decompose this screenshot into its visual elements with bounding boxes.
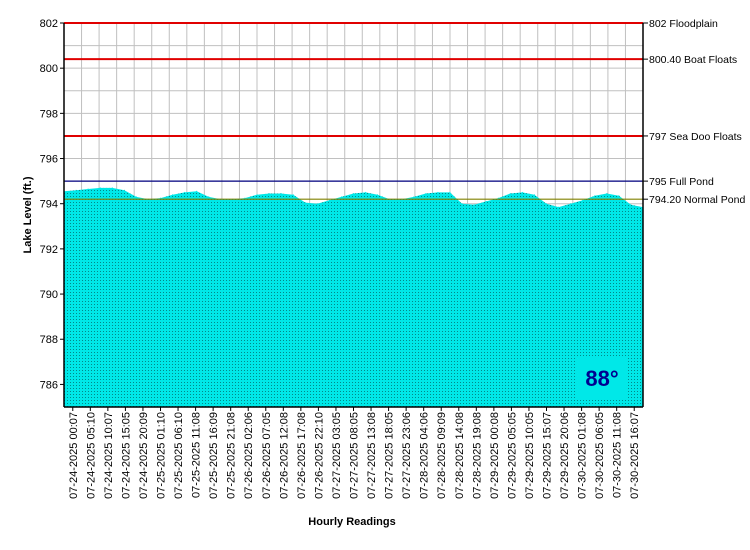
x-tick-label: 07-24-2025 05:10 (85, 412, 97, 499)
lake-level-point (353, 193, 354, 194)
x-tick-label: 07-30-2025 11:08 (612, 412, 624, 498)
x-tick-label: 07-27-2025 18:05 (384, 412, 396, 499)
reference-label: 800.40 Boat Floats (649, 54, 737, 66)
y-tick-label: 802 (40, 18, 58, 30)
x-tick-label: 07-27-2025 23:06 (401, 412, 413, 499)
lake-level-point (268, 193, 270, 194)
lake-level-point (99, 187, 101, 189)
reference-label: 802 Floodplain (649, 18, 718, 30)
x-axis-label: Hourly Readings (308, 516, 395, 528)
y-axis-label: Lake Level (ft.) (22, 176, 34, 253)
lake-level-point (304, 202, 306, 204)
x-tick-label: 07-28-2025 09:09 (436, 412, 448, 499)
x-tick-label: 07-30-2025 16:07 (629, 412, 641, 499)
x-tick-label: 07-25-2025 11:08 (191, 412, 203, 498)
x-tick-label: 07-28-2025 04:06 (419, 412, 431, 499)
lake-level-point (208, 196, 210, 198)
lake-level-point (75, 189, 77, 191)
lake-level-point (160, 197, 161, 199)
lake-level-point (509, 193, 511, 194)
x-tick-label: 07-25-2025 01:10 (156, 412, 168, 499)
x-tick-label: 07-25-2025 06:10 (173, 412, 185, 499)
lake-level-point (449, 191, 451, 193)
lake-level-point (485, 200, 487, 202)
temperature-badge (577, 356, 627, 398)
x-tick-label: 07-26-2025 22:10 (313, 412, 325, 499)
lake-level-point (413, 196, 415, 198)
x-tick-label: 07-30-2025 06:05 (594, 412, 606, 499)
lake-level-point (546, 203, 547, 205)
lake-level-point (473, 204, 475, 206)
lake-level-point (377, 194, 379, 196)
x-tick-label: 07-27-2025 03:05 (331, 412, 343, 499)
lake-level-point (365, 191, 367, 193)
x-tick-label: 07-28-2025 14:08 (454, 412, 466, 499)
lake-level-point (570, 203, 572, 205)
reference-lines: 802 Floodplain 800.40 Boat Floats 797 Sea … (64, 18, 745, 206)
lake-level-point (461, 203, 463, 205)
lake-level-point (630, 204, 632, 206)
x-tick-label: 07-30-2025 01:08 (577, 412, 589, 499)
y-tick-label: 790 (40, 289, 58, 301)
lake-level-point (87, 188, 89, 190)
x-tick-label: 07-24-2025 15:05 (120, 412, 132, 499)
x-tick-label: 07-28-2025 19:08 (471, 412, 483, 499)
x-tick-label: 07-24-2025 20:09 (138, 412, 150, 499)
lake-level-point (497, 197, 499, 199)
lake-level-point (172, 194, 174, 196)
lake-level-point (123, 189, 125, 191)
lake-level-point (196, 190, 198, 192)
y-tick-label: 792 (40, 244, 58, 256)
lake-level-point (111, 187, 113, 189)
reference-label: 795 Full Pond (649, 176, 714, 188)
lake-level-point (316, 203, 318, 205)
x-tick-label: 07-26-2025 02:06 (243, 412, 255, 499)
lake-level-point (340, 196, 342, 198)
x-tick-label: 07-26-2025 17:08 (296, 412, 308, 499)
x-tick-label: 07-25-2025 21:08 (226, 412, 238, 499)
lake-level-point (425, 193, 427, 194)
x-tick-labels: 07-24-2025 00:07 07-24-2025 05:10 07-24-20… (68, 407, 641, 499)
lake-level-point (244, 197, 246, 199)
lake-level-point (582, 199, 584, 201)
lake-level-point (521, 191, 523, 193)
y-tick-label: 800 (40, 63, 58, 75)
y-tick-labels: 802 800 798 796 794 792 790 788 786 (40, 18, 64, 391)
lake-level-point (533, 194, 535, 196)
y-tick-label: 794 (40, 199, 58, 211)
lake-level-point (618, 195, 620, 197)
y-tick-label: 796 (40, 154, 58, 166)
x-tick-label: 07-27-2025 13:08 (366, 412, 378, 499)
lake-level-point (135, 196, 137, 198)
x-tick-label: 07-29-2025 20:06 (559, 412, 571, 499)
lake-level-point (184, 191, 186, 193)
lake-level-point (256, 194, 258, 196)
x-tick-label: 07-29-2025 05:05 (506, 412, 518, 499)
lake-level-point (437, 191, 439, 193)
reference-label: 797 Sea Doo Floats (649, 131, 742, 143)
y-tick-label: 786 (40, 379, 58, 391)
x-tick-label: 07-24-2025 00:07 (68, 412, 80, 499)
x-tick-label: 07-29-2025 10:05 (524, 412, 536, 499)
x-tick-label: 07-27-2025 08:05 (349, 412, 361, 499)
lake-level-point (558, 206, 560, 208)
lake-level-point (280, 193, 282, 194)
lake-level-point (594, 195, 596, 197)
x-tick-label: 07-25-2025 16:09 (208, 412, 220, 499)
x-tick-label: 07-29-2025 00:08 (489, 412, 501, 499)
temperature-label: 88° (585, 366, 618, 391)
lake-level-point (328, 199, 330, 201)
y-tick-label: 798 (40, 108, 58, 120)
x-tick-label: 07-26-2025 07:05 (261, 412, 273, 499)
lake-level-point (606, 193, 608, 194)
lake-level-area (64, 187, 643, 407)
y-tick-label: 788 (40, 334, 58, 346)
x-tick-label: 07-29-2025 15:07 (542, 412, 554, 499)
x-tick-label: 07-24-2025 10:07 (103, 412, 115, 499)
x-tick-label: 07-26-2025 12:08 (278, 412, 290, 499)
area-layer (63, 187, 644, 407)
reference-label: 794.20 Normal Pond (649, 194, 745, 206)
lake-level-point (292, 194, 294, 196)
